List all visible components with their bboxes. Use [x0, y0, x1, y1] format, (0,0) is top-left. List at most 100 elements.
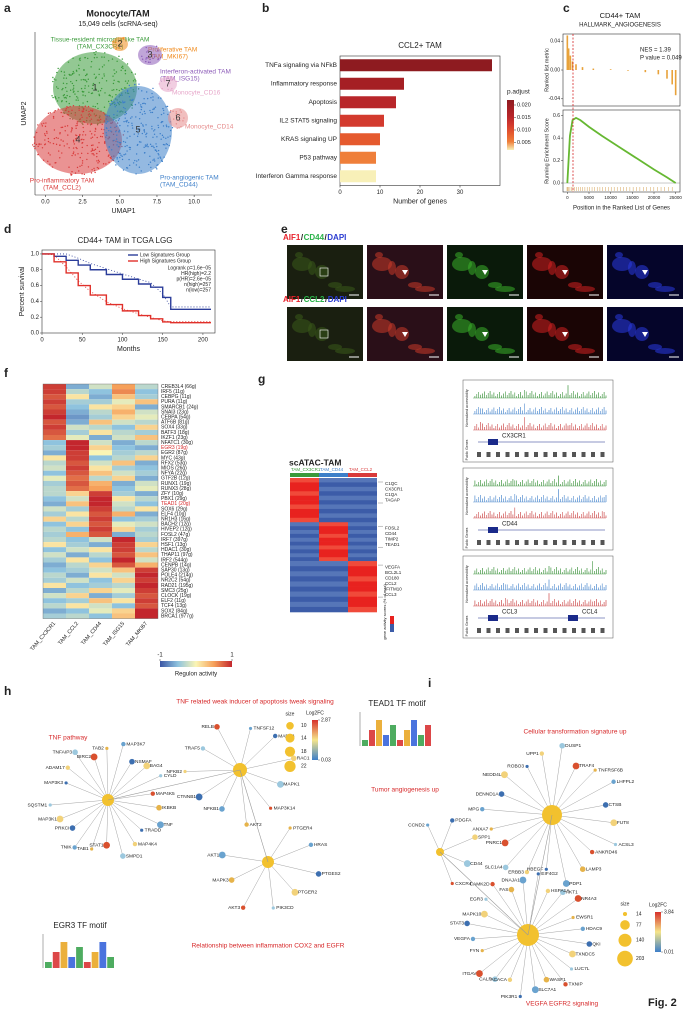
regulon-label: IRF5 (11g) [161, 389, 185, 395]
cell-dot [95, 50, 97, 53]
cell-dot [162, 125, 165, 127]
cell-dot [131, 127, 134, 129]
panel-letter: i [428, 676, 431, 690]
legend-tick-label: 0.005 [517, 140, 531, 146]
pathway-title: VEGFA EGFR2 signaling [526, 1001, 599, 1008]
cell-dot [168, 144, 170, 147]
cell-dot [96, 136, 98, 139]
cell-dot [72, 141, 75, 143]
cell-dot [83, 121, 86, 123]
cell-dot [178, 120, 181, 122]
public-gene [524, 540, 529, 545]
category-label: P53 pathway [299, 154, 337, 161]
gene-node-label: EIF4G2 [541, 871, 558, 877]
cell-dot [137, 129, 140, 131]
public-gene [477, 452, 481, 457]
regulon-label: SAP30 (13g) [161, 567, 190, 573]
cell-dot [125, 110, 127, 113]
cell-dot [137, 143, 139, 146]
cell-dot [103, 56, 105, 58]
accessibility-block [290, 486, 319, 492]
gene-node-label: CTNNB1 [177, 794, 197, 800]
cell-dot [126, 167, 129, 169]
gene-node [574, 895, 582, 902]
cell-dot [165, 147, 167, 149]
micrograph-signal [615, 252, 623, 258]
cell-dot [66, 113, 69, 116]
cell-dot [120, 69, 122, 72]
cell-dot [92, 84, 94, 86]
cell-dot [74, 93, 76, 95]
gene-node-label: TNFAIP3 [53, 749, 73, 755]
cell-dot [78, 109, 80, 111]
cell-dot [71, 171, 73, 173]
heatmap-cell [89, 419, 112, 425]
cell-dot [72, 147, 75, 149]
accessibility-block [348, 526, 377, 531]
gene-node [484, 897, 488, 901]
cell-dot [49, 112, 51, 114]
category-label: IL2 STAT5 signaling [279, 117, 337, 124]
heatmap-cell [66, 394, 89, 400]
gene-node [140, 828, 144, 832]
gene-node [569, 967, 574, 971]
cell-dot [108, 146, 110, 148]
accessibility-block [348, 517, 377, 523]
cell-dot [101, 123, 103, 126]
network-edge [267, 861, 319, 875]
network-edge [267, 861, 274, 909]
heatmap-cell [135, 491, 158, 497]
track-axis-label: Public Genes [465, 527, 469, 548]
cell-dot [46, 130, 48, 133]
heatmap-cell [66, 531, 89, 537]
heatmap-cell [112, 557, 135, 563]
cell-dot [82, 78, 85, 81]
cell-dot [117, 47, 119, 49]
cell-dot [64, 86, 67, 89]
cell-dot [57, 67, 59, 70]
cell-dot [141, 90, 143, 92]
cell-dot [97, 90, 100, 92]
cell-dot [71, 127, 73, 130]
accessibility-block [290, 596, 319, 603]
metric-bar [609, 69, 612, 70]
cell-dot [82, 134, 84, 136]
column-label: TAM_ISG15 [102, 621, 126, 648]
cell-dot [153, 54, 155, 56]
cell-dot [175, 123, 178, 125]
gene-node-label: LHFPL2 [617, 779, 635, 785]
heatmap-cell [135, 552, 158, 558]
cell-dot [153, 158, 155, 160]
cluster-code: (TAM_CX3CR1) [77, 44, 124, 51]
cell-dot [149, 61, 151, 63]
cell-dot [65, 97, 67, 99]
cell-dot [115, 93, 117, 96]
gene-node-label: EGR3 [470, 897, 483, 903]
motif-logo-letter [376, 720, 382, 746]
cell-dot [59, 144, 61, 147]
micrograph-signal [488, 344, 502, 350]
gene-node [129, 758, 135, 765]
gene-node [508, 886, 515, 893]
cell-dot [84, 87, 86, 90]
accessibility-track [473, 579, 607, 591]
accessibility-block [319, 517, 348, 523]
micrograph-signal [612, 257, 632, 271]
cell-dot [63, 74, 66, 76]
gene-node [218, 851, 226, 859]
regulon-label: GTF2B (12g) [161, 476, 191, 482]
heatmap-cell [43, 419, 66, 425]
accessibility-block [290, 576, 319, 582]
gene-node [559, 742, 565, 749]
heatmap-cell [135, 394, 158, 400]
cell-dot [118, 55, 120, 58]
cell-dot [108, 154, 110, 156]
x-axis-label: Position in the Ranked List of Genes [573, 206, 670, 212]
cell-dot [159, 157, 162, 159]
cell-dot [33, 136, 35, 138]
size-legend-circle [284, 746, 296, 757]
cell-dot [146, 97, 149, 100]
accessibility-block [319, 522, 348, 527]
cell-dot [78, 67, 80, 70]
cell-dot [55, 98, 57, 100]
